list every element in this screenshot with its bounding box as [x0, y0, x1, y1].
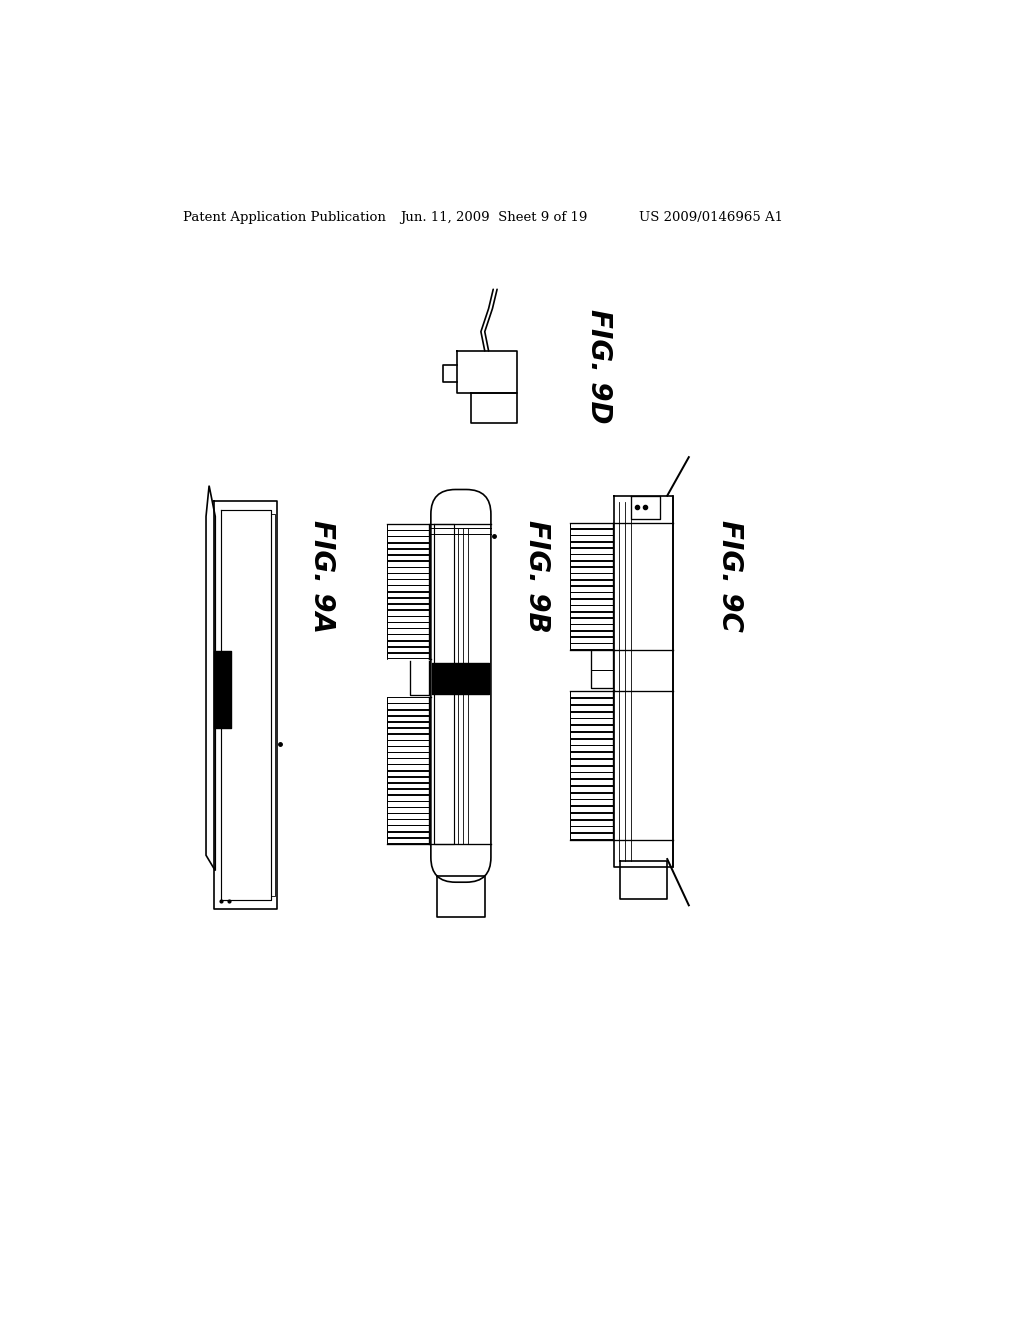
- Text: FIG. 9B: FIG. 9B: [523, 520, 551, 632]
- Polygon shape: [206, 486, 215, 871]
- Text: Patent Application Publication: Patent Application Publication: [183, 211, 386, 224]
- Text: Jun. 11, 2009  Sheet 9 of 19: Jun. 11, 2009 Sheet 9 of 19: [400, 211, 588, 224]
- Text: FIG. 9C: FIG. 9C: [716, 520, 743, 632]
- FancyBboxPatch shape: [431, 490, 490, 882]
- Text: US 2009/0146965 A1: US 2009/0146965 A1: [639, 211, 782, 224]
- Text: FIG. 9A: FIG. 9A: [307, 520, 336, 634]
- Text: FIG. 9D: FIG. 9D: [585, 309, 612, 422]
